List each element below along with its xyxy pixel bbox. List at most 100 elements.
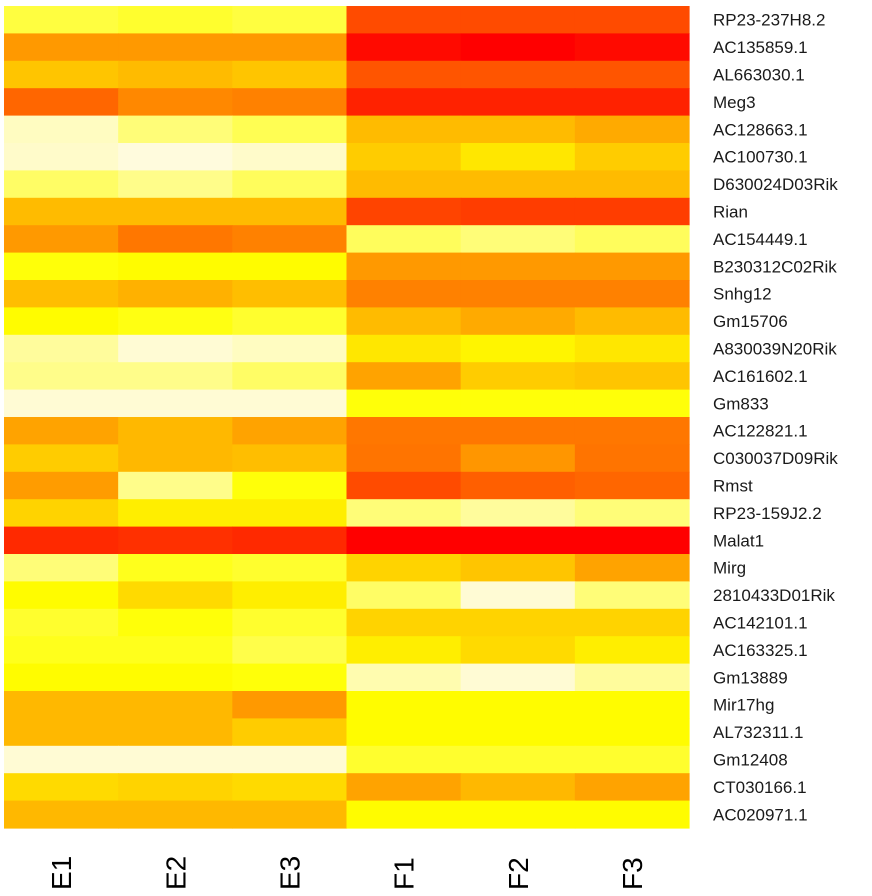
row-label: AL732311.1 <box>713 723 803 742</box>
heatmap-cell-AC142101.1-E3 <box>232 608 348 637</box>
heatmap-cell-Mirg-E2 <box>118 554 233 582</box>
heatmap-cell-AC154449.1-F3 <box>574 225 690 254</box>
heatmap-cell-AC135859.1-E3 <box>232 33 348 62</box>
heatmap-cell-Gm833-F2 <box>460 389 576 418</box>
heatmap-cell-B230312C02Rik-F1 <box>346 252 462 281</box>
heatmap-cell-Rian-F2 <box>460 197 576 226</box>
heatmap-cell-AC020971.1-F1 <box>346 800 462 829</box>
row-label: AC128663.1 <box>713 120 808 139</box>
heatmap-cell-AC128663.1-E3 <box>232 115 348 144</box>
row-label: Gm15706 <box>713 312 788 331</box>
heatmap-cell-Mir17hg-F2 <box>460 691 576 719</box>
heatmap-cell-AC128663.1-E1 <box>4 115 119 144</box>
heatmap-cell-Gm12408-E1 <box>4 745 119 774</box>
heatmap-cell-Gm15706-F1 <box>346 307 462 336</box>
heatmap-cell-Gm13889-F3 <box>574 663 690 692</box>
heatmap-cell-Meg3-E3 <box>232 88 348 117</box>
heatmap-cell-AC135859.1-F3 <box>574 33 690 62</box>
row-label: C030037D09Rik <box>713 449 838 468</box>
row-label: AC163325.1 <box>713 641 808 660</box>
heatmap-cell-AC163325.1-F2 <box>460 636 576 665</box>
heatmap-cell-A830039N20Rik-F1 <box>346 334 462 363</box>
heatmap-cell-Rmst-E1 <box>4 471 119 500</box>
heatmap-cell-AC020971.1-F2 <box>460 800 576 829</box>
heatmap-cell-CT030166.1-E3 <box>232 773 348 802</box>
heatmap-cell-AC142101.1-F1 <box>346 608 462 637</box>
heatmap-cell-Rmst-E2 <box>118 471 233 500</box>
heatmap-cell-A830039N20Rik-F3 <box>574 334 690 363</box>
heatmap-cell-D630024D03Rik-E1 <box>4 170 119 199</box>
heatmap-cell-CT030166.1-F3 <box>574 773 690 802</box>
heatmap-cell-CT030166.1-E2 <box>118 773 233 802</box>
heatmap-cell-Rian-E3 <box>232 197 348 226</box>
heatmap-cell-AL732311.1-E1 <box>4 718 119 747</box>
heatmap-cell-RP23-159J2.2-E1 <box>4 499 119 528</box>
row-label: Snhg12 <box>713 285 772 304</box>
row-label: Malat1 <box>713 531 764 550</box>
heatmap-cell-Mir17hg-E3 <box>232 691 348 719</box>
heatmap-cell-2810433D01Rik-F3 <box>574 581 690 610</box>
column-label: F1 <box>389 857 420 890</box>
heatmap-cell-Malat1-E3 <box>232 526 348 555</box>
heatmap-cell-Rmst-F3 <box>574 471 690 500</box>
heatmap-cells <box>4 6 690 829</box>
heatmap-cell-AL663030.1-F1 <box>346 60 462 89</box>
heatmap-cell-Malat1-F2 <box>460 526 576 555</box>
heatmap-cell-Gm12408-E3 <box>232 745 348 774</box>
heatmap-cell-AL732311.1-E2 <box>118 718 233 747</box>
heatmap-cell-AL663030.1-E2 <box>118 60 233 89</box>
heatmap-cell-AC161602.1-E2 <box>118 362 233 391</box>
row-label: AC142101.1 <box>713 614 808 633</box>
heatmap-cell-Rian-E2 <box>118 197 233 226</box>
row-label: Mir17hg <box>713 696 774 715</box>
heatmap-cell-Gm13889-F2 <box>460 663 576 692</box>
heatmap-cell-RP23-159J2.2-F3 <box>574 499 690 528</box>
heatmap-cell-Meg3-F1 <box>346 88 462 117</box>
column-label: F3 <box>617 857 648 890</box>
heatmap-cell-Gm833-E3 <box>232 389 348 418</box>
heatmap-cell-AC154449.1-F1 <box>346 225 462 254</box>
heatmap-cell-D630024D03Rik-E3 <box>232 170 348 199</box>
heatmap-cell-Rian-E1 <box>4 197 119 226</box>
heatmap-cell-AC142101.1-F2 <box>460 608 576 637</box>
heatmap-cell-AL663030.1-E1 <box>4 60 119 89</box>
heatmap-cell-AC128663.1-E2 <box>118 115 233 144</box>
heatmap-cell-AC161602.1-E1 <box>4 362 119 391</box>
column-label: E2 <box>160 856 191 890</box>
heatmap-cell-AL732311.1-F1 <box>346 718 462 747</box>
row-label: AC154449.1 <box>713 230 808 249</box>
row-label: Meg3 <box>713 93 756 112</box>
heatmap-cell-Snhg12-F3 <box>574 280 690 308</box>
heatmap-cell-AL663030.1-F2 <box>460 60 576 89</box>
row-labels: RP23-237H8.2 AC135859.1 AL663030.1 Meg3 AC12… <box>713 11 838 825</box>
heatmap-cell-Rmst-F2 <box>460 471 576 500</box>
heatmap-cell-RP23-159J2.2-F2 <box>460 499 576 528</box>
heatmap-cell-AC122821.1-F2 <box>460 417 576 445</box>
heatmap-cell-Gm15706-E2 <box>118 307 233 336</box>
heatmap-cell-Mir17hg-E2 <box>118 691 233 719</box>
heatmap-cell-AC128663.1-F3 <box>574 115 690 144</box>
heatmap-cell-Malat1-F3 <box>574 526 690 555</box>
heatmap-cell-D630024D03Rik-F2 <box>460 170 576 199</box>
row-label: Gm13889 <box>713 668 788 687</box>
row-label: A830039N20Rik <box>713 340 837 359</box>
row-label: AC135859.1 <box>713 38 808 57</box>
heatmap-cell-A830039N20Rik-E1 <box>4 334 119 363</box>
heatmap-cell-B230312C02Rik-E1 <box>4 252 119 281</box>
heatmap-cell-A830039N20Rik-E2 <box>118 334 233 363</box>
heatmap-cell-RP23-159J2.2-E2 <box>118 499 233 528</box>
row-label: Rian <box>713 203 748 222</box>
heatmap-cell-AC122821.1-E1 <box>4 417 119 445</box>
heatmap-cell-AC020971.1-E2 <box>118 800 233 829</box>
heatmap-cell-AC161602.1-F3 <box>574 362 690 391</box>
heatmap-cell-B230312C02Rik-F3 <box>574 252 690 281</box>
heatmap-cell-C030037D09Rik-E2 <box>118 444 233 473</box>
heatmap-cell-D630024D03Rik-E2 <box>118 170 233 199</box>
heatmap-cell-AC100730.1-E2 <box>118 143 233 171</box>
heatmap-cell-C030037D09Rik-F2 <box>460 444 576 473</box>
row-label: AC122821.1 <box>713 422 808 441</box>
heatmap-cell-Gm12408-F3 <box>574 745 690 774</box>
heatmap-cell-AC163325.1-F3 <box>574 636 690 665</box>
heatmap-cell-AL663030.1-E3 <box>232 60 348 89</box>
heatmap-cell-Rian-F3 <box>574 197 690 226</box>
